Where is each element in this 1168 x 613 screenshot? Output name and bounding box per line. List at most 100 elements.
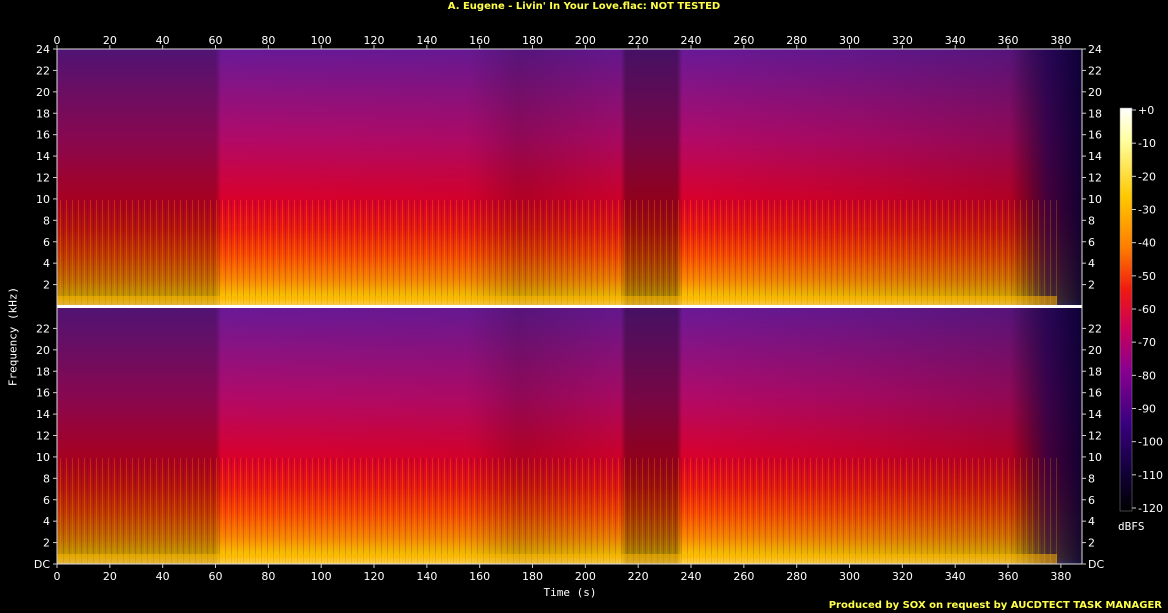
y-tick-label: 8: [43, 472, 50, 485]
channel-1-spectrogram: [57, 49, 1082, 306]
x-tick-label: 280: [786, 570, 807, 583]
y-tick-label: 4: [1088, 257, 1095, 270]
y-tick-label: 2: [43, 537, 50, 550]
x-tick-label: 260: [733, 570, 754, 583]
y-tick-label: 12: [1088, 172, 1102, 185]
colorbar-tick-label: -40: [1138, 237, 1156, 250]
x-tick-label: 240: [681, 34, 702, 47]
y-tick-label: 18: [1088, 365, 1102, 378]
x-axis-label: Time (s): [543, 586, 597, 599]
y-tick-label: 6: [1088, 494, 1095, 507]
y-tick-label: 18: [36, 365, 50, 378]
y-tick-label: 8: [1088, 214, 1095, 227]
x-tick-label: 120: [364, 570, 385, 583]
y-tick-label: 16: [1088, 129, 1102, 142]
colorbar-tick-label: -70: [1138, 336, 1156, 349]
y-tick-label: 22: [1088, 322, 1102, 335]
y-tick-label: 2: [1088, 537, 1095, 550]
y-tick-label: 14: [1088, 150, 1102, 163]
x-tick-label: 380: [1050, 34, 1071, 47]
x-tick-label: 360: [998, 34, 1019, 47]
y-tick-label: 6: [43, 236, 50, 249]
x-tick-label: 100: [311, 34, 332, 47]
x-tick-label: 60: [209, 34, 223, 47]
y-tick-label: 10: [36, 451, 50, 464]
colorbar-tick-label: +0: [1138, 104, 1154, 117]
x-tick-label: 140: [416, 34, 437, 47]
colorbar-tick-label: -60: [1138, 303, 1156, 316]
x-tick-label: 80: [261, 570, 275, 583]
y-tick-label: 20: [1088, 86, 1102, 99]
colorbar: [1119, 107, 1133, 512]
x-tick-label: 380: [1050, 570, 1071, 583]
x-tick-label: 320: [892, 34, 913, 47]
y-tick-label: 14: [36, 150, 50, 163]
x-tick-label: 20: [103, 34, 117, 47]
x-tick-label: 40: [156, 570, 170, 583]
y-tick-label: 14: [36, 408, 50, 421]
chart-title: A. Eugene - Livin' In Your Love.flac: NO…: [447, 1, 721, 12]
colorbar-label: dBFS: [1118, 520, 1145, 533]
y-tick-label: 22: [1088, 64, 1102, 77]
y-tick-label: 6: [1088, 236, 1095, 249]
y-tick-label: 20: [1088, 344, 1102, 357]
y-axis-label: Frequency (kHz): [6, 286, 20, 387]
x-tick-label: 260: [733, 34, 754, 47]
y-tick-label: 8: [1088, 472, 1095, 485]
y-tick-label: 6: [43, 494, 50, 507]
x-tick-label: 320: [892, 570, 913, 583]
x-tick-label: 240: [681, 570, 702, 583]
y-tick-label: 10: [1088, 451, 1102, 464]
y-tick-label: 18: [1088, 107, 1102, 120]
colorbar-tick-label: -50: [1138, 270, 1156, 283]
y-tick-label: 2: [43, 279, 50, 292]
x-tick-label: 360: [998, 570, 1019, 583]
y-tick-label: 22: [36, 322, 50, 335]
x-tick-label: 220: [628, 34, 649, 47]
x-tick-label: 80: [261, 34, 275, 47]
x-tick-label: 20: [103, 570, 117, 583]
y-tick-label: 18: [36, 107, 50, 120]
y-tick-label: 12: [36, 430, 50, 443]
x-tick-label: 340: [945, 570, 966, 583]
y-tick-label: 2: [1088, 279, 1095, 292]
x-tick-label: 180: [522, 570, 543, 583]
x-axis-bottom: 0 20 40 60 80 100 120 140 160 180 200 220 240 260 280 3…: [54, 564, 1071, 583]
y-tick-label: 16: [1088, 387, 1102, 400]
plot-frame: [56, 48, 1083, 565]
y-tick-label: 16: [36, 129, 50, 142]
y-tick-label: DC: [1088, 558, 1104, 571]
colorbar-tick-label: -90: [1138, 403, 1156, 416]
x-tick-label: 220: [628, 570, 649, 583]
y-tick-label: 10: [36, 193, 50, 206]
x-tick-label: 200: [575, 34, 596, 47]
y-tick-label: 4: [43, 515, 50, 528]
colorbar-tick-label: -100: [1138, 436, 1163, 449]
x-tick-label: 40: [156, 34, 170, 47]
y-tick-label: 20: [36, 344, 50, 357]
colorbar-tick-label: -20: [1138, 170, 1156, 183]
y-tick-label: 24: [36, 43, 50, 56]
x-tick-label: 280: [786, 34, 807, 47]
y-tick-label: DC: [34, 558, 50, 571]
colorbar-tick-label: -30: [1138, 204, 1156, 217]
y-tick-label: 12: [1088, 430, 1102, 443]
y-tick-label: 24: [1088, 43, 1102, 56]
colorbar-tick-label: -110: [1138, 469, 1163, 482]
x-tick-label: 300: [839, 570, 860, 583]
y-tick-label: 22: [36, 64, 50, 77]
x-tick-label: 100: [311, 570, 332, 583]
y-tick-label: 16: [36, 387, 50, 400]
x-axis-top: 0 20 40 60 80 100 120 140 160 180 200 220 240 260 280 3…: [54, 34, 1071, 49]
x-tick-label: 0: [54, 570, 61, 583]
y-tick-label: 4: [1088, 515, 1095, 528]
x-tick-label: 0: [54, 34, 61, 47]
x-tick-label: 180: [522, 34, 543, 47]
footer-credit: Produced by SOX on request by AUCDTECT T…: [828, 600, 1162, 611]
y-tick-label: 20: [36, 86, 50, 99]
colorbar-tick-label: -10: [1138, 137, 1156, 150]
colorbar-tick-label: -120: [1138, 502, 1163, 515]
